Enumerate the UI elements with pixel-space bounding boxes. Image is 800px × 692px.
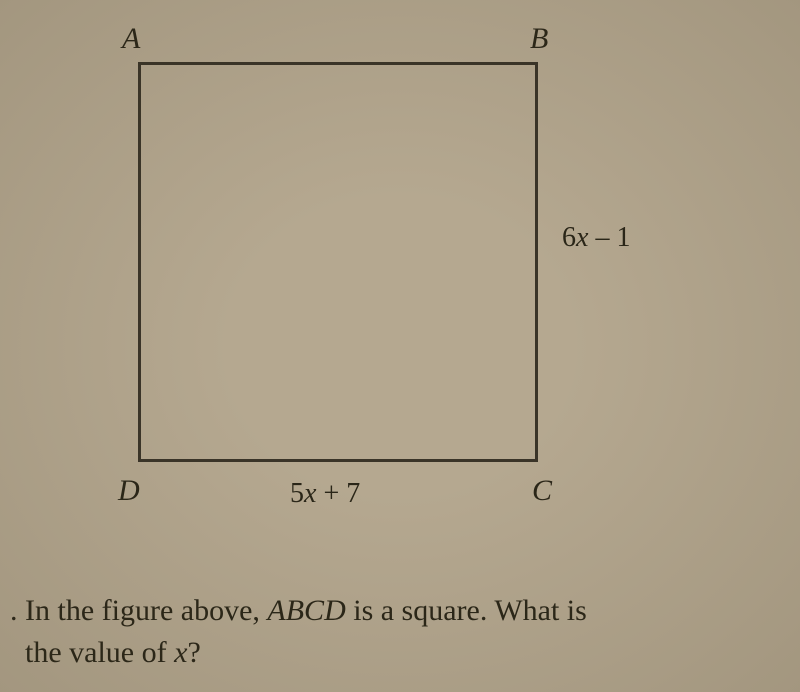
- side-label-right: 6x – 1: [562, 222, 630, 254]
- question-variable: x: [174, 636, 187, 669]
- figure-container: A B C D 6x – 1 5x + 7 . In the figure ab…: [0, 0, 800, 692]
- side-bottom-variable: x: [304, 478, 316, 509]
- question-line1-suffix: is a square. What is: [346, 594, 587, 627]
- question-line2-prefix: the value of: [25, 636, 174, 669]
- side-right-suffix: – 1: [588, 222, 630, 253]
- vertex-b: B: [530, 22, 548, 56]
- question-line2-suffix: ?: [187, 636, 200, 669]
- side-right-variable: x: [576, 222, 588, 253]
- square-abcd: [138, 62, 538, 462]
- vertex-c: C: [532, 474, 552, 508]
- question-text: . In the figure above, ABCD is a square.…: [10, 590, 587, 674]
- side-bottom-prefix: 5: [290, 478, 304, 509]
- question-shape-name: ABCD: [267, 594, 345, 627]
- side-bottom-suffix: + 7: [316, 478, 360, 509]
- side-label-bottom: 5x + 7: [290, 478, 360, 510]
- vertex-a: A: [122, 22, 140, 56]
- vertex-d: D: [118, 474, 140, 508]
- side-right-prefix: 6: [562, 222, 576, 253]
- question-line1-prefix: . In the figure above,: [10, 594, 267, 627]
